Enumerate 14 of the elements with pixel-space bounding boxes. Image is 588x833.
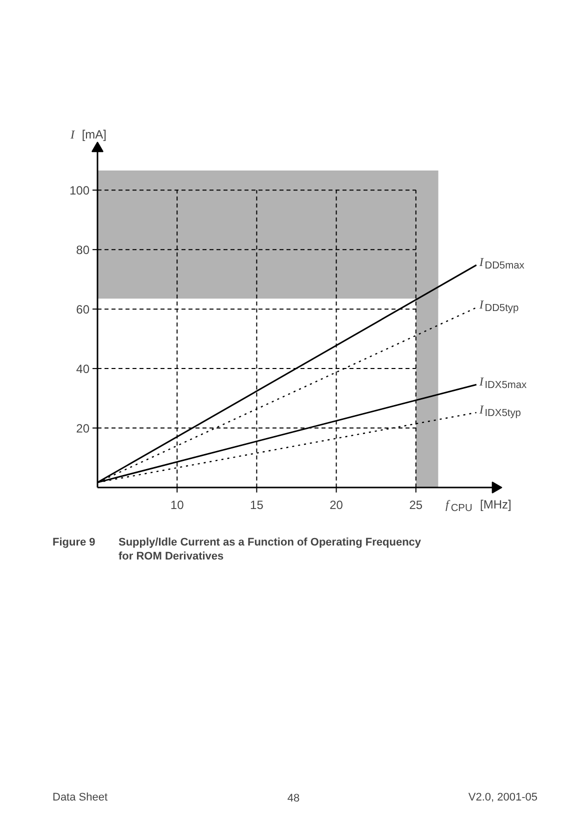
- x-tick-label: 20: [330, 498, 344, 512]
- text: 48: [287, 792, 300, 804]
- y-tick-label: 20: [76, 422, 90, 436]
- text: V2.0, 2001-05: [468, 792, 538, 804]
- y-tick-label: 80: [76, 243, 90, 258]
- y-axis-title: I [mA]: [70, 128, 106, 142]
- x-tick-label: 15: [250, 498, 264, 512]
- y-tick-label: 100: [69, 184, 90, 198]
- y-tick-label: 40: [76, 362, 90, 376]
- y-tick-label: 60: [76, 302, 90, 317]
- text: Data Sheet: [52, 792, 108, 804]
- x-tick-label: 25: [409, 498, 423, 512]
- x-tick-label: 10: [170, 498, 184, 512]
- chart-title: Figure 9 Supply/Idle Current as a Function of Operating Frequency for ROM Derivatives: [52, 536, 422, 562]
